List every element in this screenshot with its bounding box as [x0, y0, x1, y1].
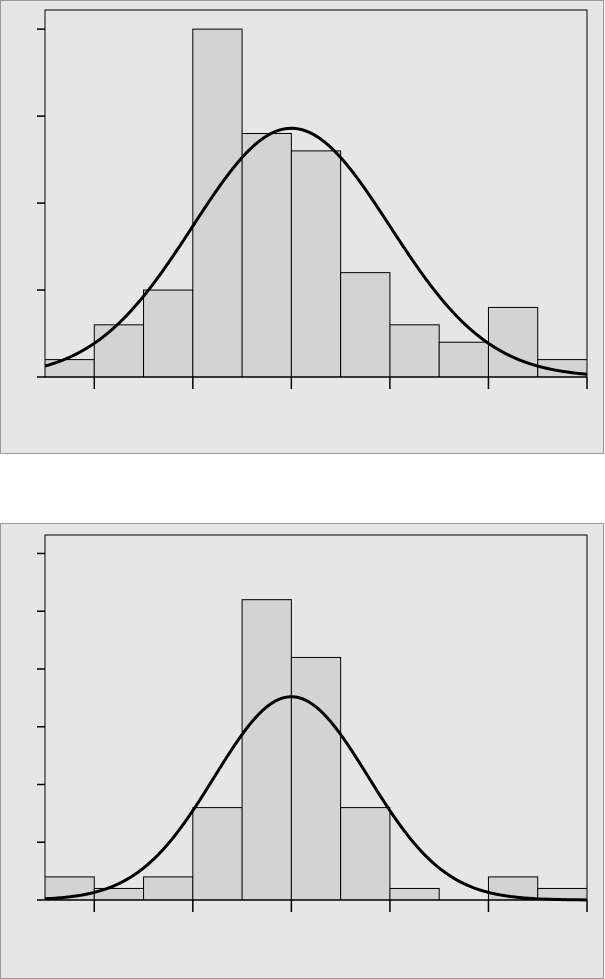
bar [143, 289, 194, 378]
bar [340, 807, 391, 901]
bar [438, 341, 489, 378]
bar [389, 324, 440, 378]
bar [44, 359, 95, 378]
bar [290, 150, 342, 378]
bar [487, 306, 539, 378]
bar [389, 887, 440, 901]
bar [93, 324, 145, 378]
bar [290, 656, 342, 901]
bar [143, 876, 194, 901]
bar [192, 28, 243, 378]
normal-curve [44, 695, 588, 902]
bar [340, 272, 391, 378]
bar [192, 807, 243, 901]
normal-curve [44, 126, 588, 376]
bar [241, 132, 292, 378]
bar [241, 599, 292, 901]
